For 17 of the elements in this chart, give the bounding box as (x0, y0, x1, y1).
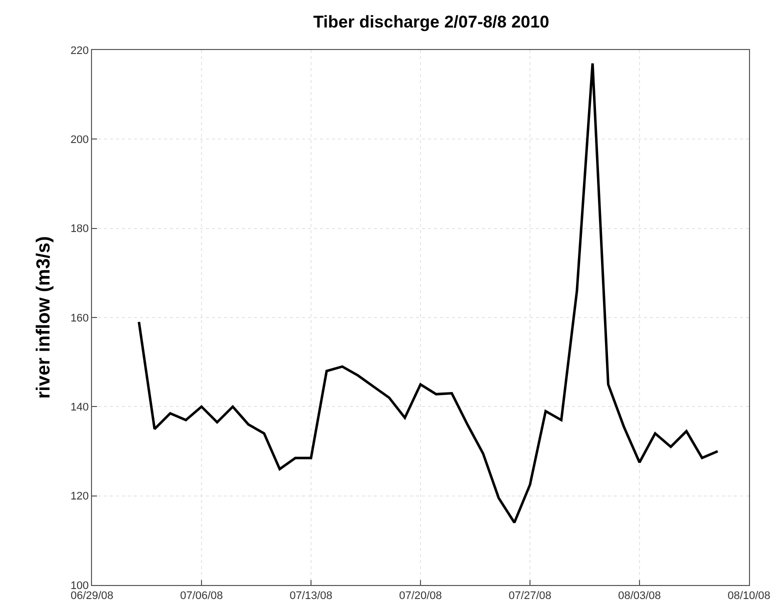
y-axis-title: river inflow (m3/s) (33, 236, 54, 399)
y-tick-label: 120 (70, 490, 89, 503)
chart-title: Tiber discharge 2/07-8/8 2010 (313, 12, 550, 32)
x-tick-label: 06/29/08 (70, 590, 114, 602)
x-tick-label: 07/13/08 (290, 590, 332, 602)
x-tick-label: 08/10/08 (728, 590, 770, 602)
x-tick-label: 07/27/08 (508, 590, 552, 602)
y-tick-label: 140 (70, 402, 89, 414)
x-tick-label: 08/03/08 (618, 590, 661, 602)
x-tick-label: 07/06/08 (180, 590, 223, 602)
y-tick-label: 200 (70, 134, 89, 146)
y-tick-label: 180 (70, 223, 89, 236)
line-series (138, 62, 719, 524)
y-tick-label: 160 (70, 312, 89, 324)
x-tick-label: 07/20/08 (399, 590, 442, 602)
y-tick-label: 220 (70, 44, 89, 57)
y-tick-label: 100 (70, 580, 89, 592)
